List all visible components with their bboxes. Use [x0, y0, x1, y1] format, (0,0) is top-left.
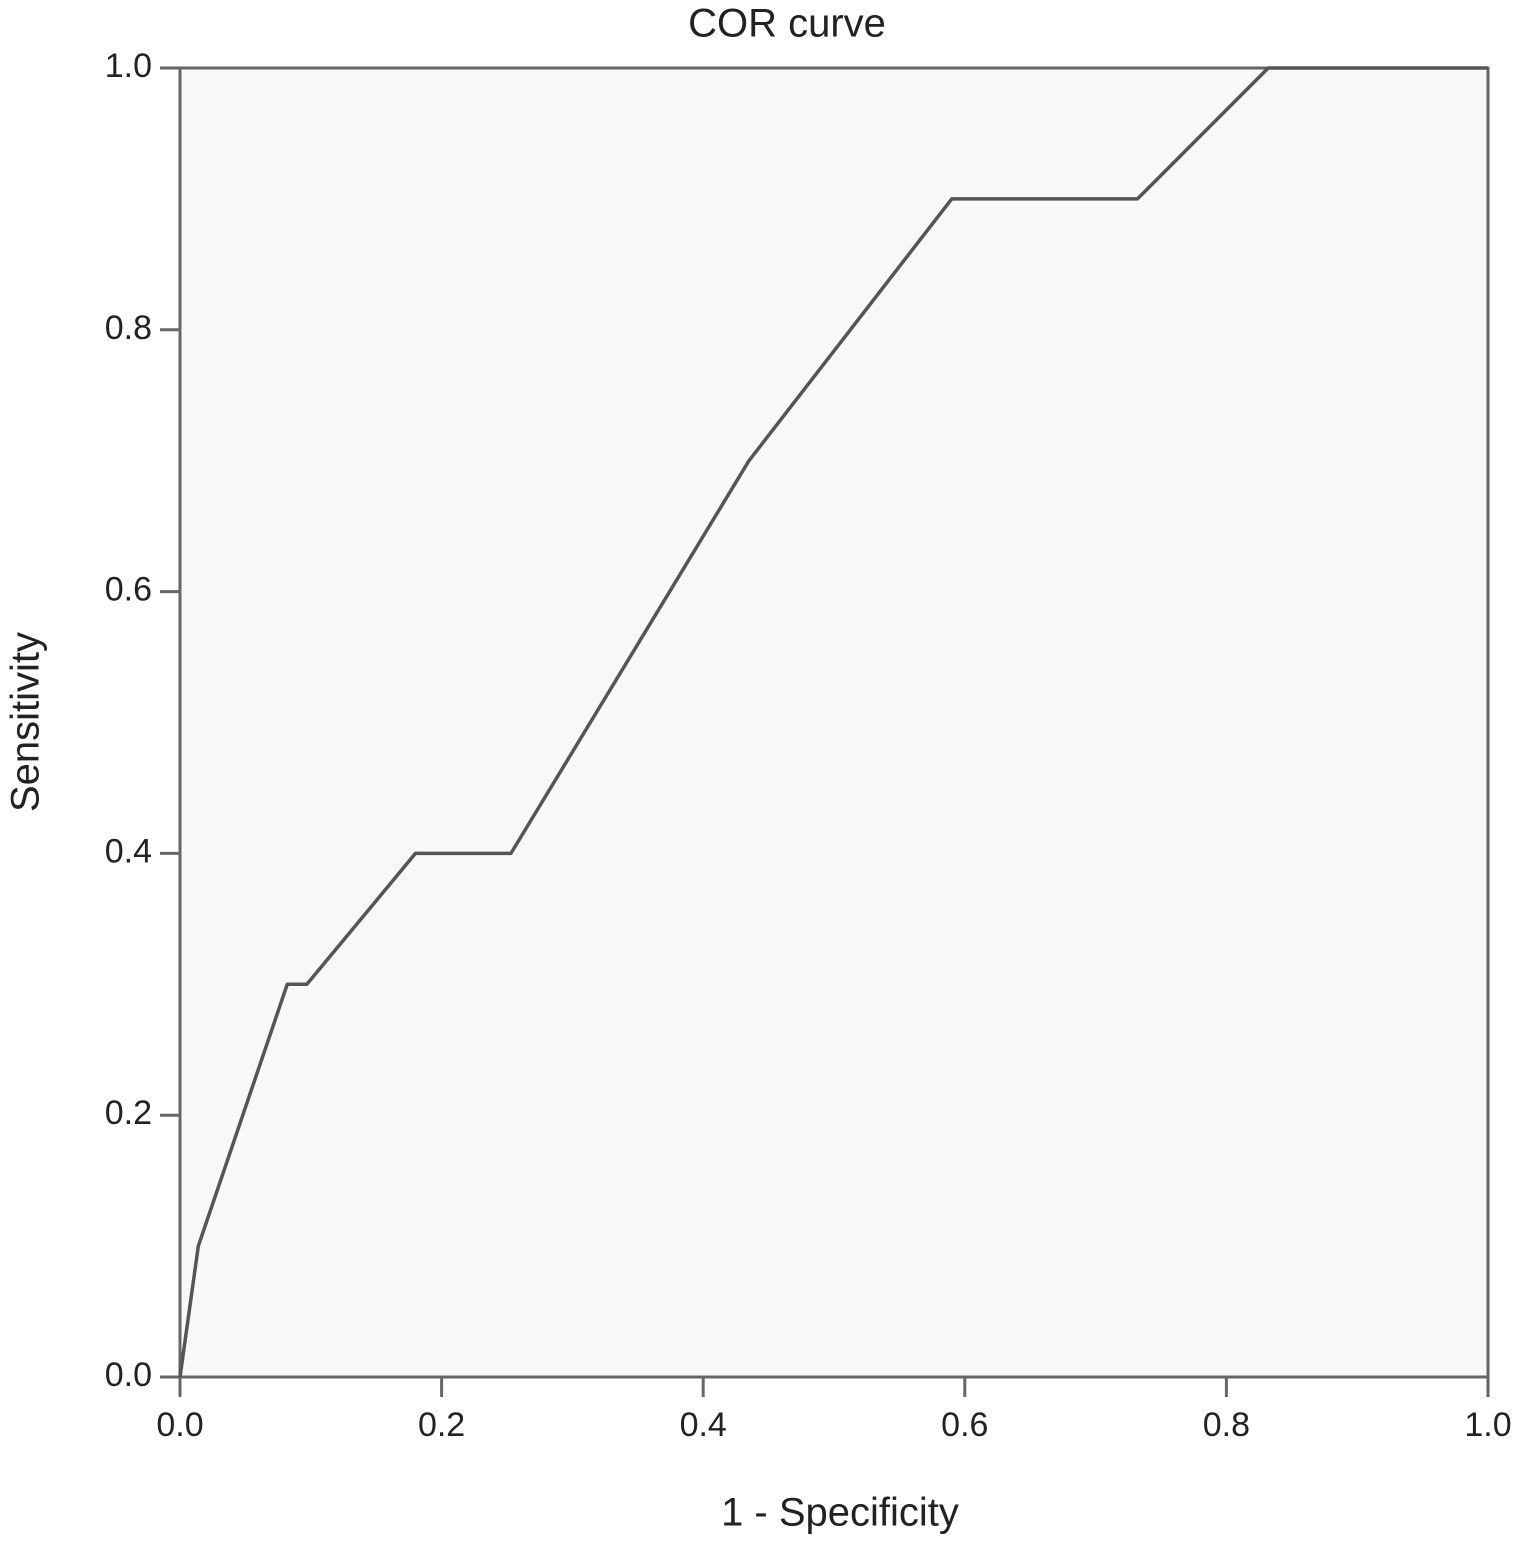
y-tick-label: 0.4: [105, 832, 152, 870]
x-tick-label: 0.0: [156, 1406, 203, 1444]
x-tick-label: 0.4: [680, 1406, 727, 1444]
y-tick-label: 0.8: [105, 309, 152, 347]
x-tick-label: 0.8: [1203, 1406, 1250, 1444]
plot-area: [178, 66, 1490, 1379]
x-axis-label: 1 - Specificity: [721, 1491, 959, 1535]
roc-line: [178, 66, 1488, 1378]
x-tick-label: 0.6: [941, 1406, 988, 1444]
y-tick-label: 0.2: [105, 1094, 152, 1132]
y-axis-label: Sensitivity: [4, 632, 48, 812]
y-tick-label: 1.0: [105, 47, 152, 85]
chart-title: COR curve: [688, 2, 886, 46]
y-tick-label: 0.0: [105, 1356, 152, 1394]
x-tick-label: 1.0: [1464, 1406, 1511, 1444]
y-tick-label: 0.6: [105, 571, 152, 609]
x-tick-label: 0.2: [418, 1406, 465, 1444]
